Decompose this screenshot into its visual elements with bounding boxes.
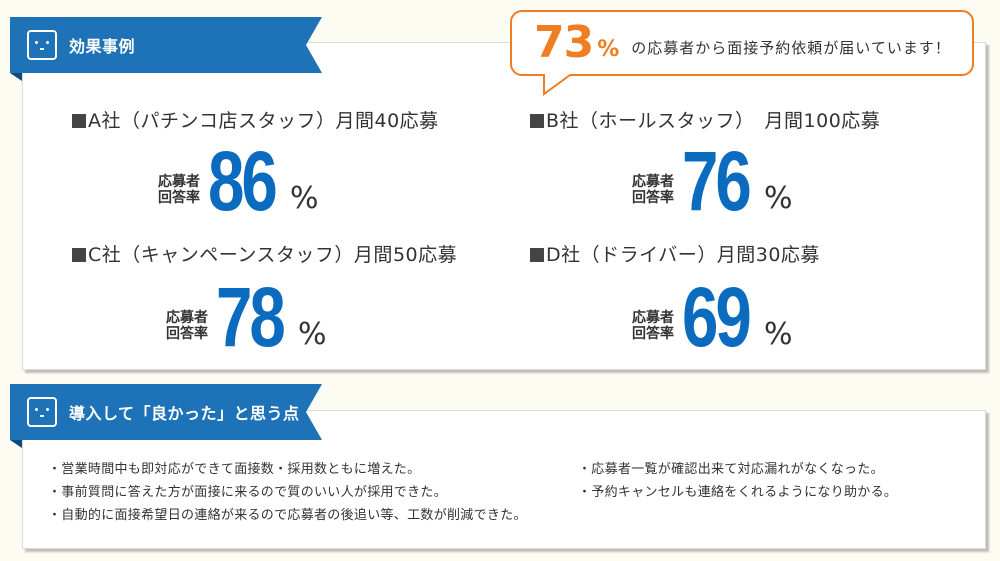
case-c-title: C社（キャンペーンスタッフ）月間50応募 — [72, 240, 457, 267]
rate-unit: % — [764, 181, 793, 216]
square-bullet-icon — [72, 114, 86, 128]
ribbon-fold — [10, 73, 22, 81]
callout-number: 73 — [534, 17, 594, 68]
results-section-header: 効果事例 — [10, 17, 322, 73]
case-a-rate: 応募者 回答率 86 % — [158, 134, 319, 228]
callout-bubble: 73 % の応募者から面接予約依頼が届いています！ — [510, 10, 974, 76]
case-b-title: B社（ホールスタッフ） 月間100応募 — [530, 106, 880, 133]
good-points-list-right: ・応募者一覧が確認出来て対応漏れがなくなった。 ・予約キャンセルも連絡をくれるよ… — [578, 458, 897, 504]
face-icon — [27, 30, 57, 60]
rate-label: 応募者 回答率 — [632, 174, 674, 206]
rate-unit: % — [290, 181, 319, 216]
rate-label: 応募者 回答率 — [166, 310, 208, 342]
list-item: ・予約キャンセルも連絡をくれるようになり助かる。 — [578, 485, 898, 500]
square-bullet-icon — [530, 114, 544, 128]
rate-unit: % — [298, 317, 327, 352]
square-bullet-icon — [72, 248, 86, 262]
rate-label: 応募者 回答率 — [632, 310, 674, 342]
case-b-rate: 応募者 回答率 76 % — [632, 134, 793, 228]
rate-value: 86 — [208, 134, 278, 228]
results-panel — [22, 42, 986, 370]
list-item: ・応募者一覧が確認出来て対応漏れがなくなった。 — [578, 462, 884, 477]
callout-unit: % — [597, 36, 620, 62]
rate-label: 応募者 回答率 — [158, 174, 200, 206]
callout-text: の応募者から面接予約依頼が届いています！ — [631, 38, 951, 57]
results-section-title: 効果事例 — [69, 37, 136, 56]
list-item: ・自動的に面接希望日の連絡が来るので応募者の後追い等、工数が削減できた。 — [48, 508, 527, 523]
rate-unit: % — [764, 317, 793, 352]
list-item: ・営業時間中も即対応ができて面接数・採用数ともに増えた。 — [48, 462, 421, 477]
rate-value: 76 — [682, 134, 752, 228]
case-d-title: D社（ドライバー）月間30応募 — [530, 240, 820, 267]
rate-value: 69 — [682, 270, 752, 364]
good-points-list-left: ・営業時間中も即対応ができて面接数・採用数ともに増えた。 ・事前質問に答えた方が… — [48, 458, 527, 527]
good-points-section-title: 導入して「良かった」と思う点 — [69, 404, 300, 423]
rate-value: 78 — [216, 270, 286, 364]
case-a-title: A社（パチンコ店スタッフ）月間40応募 — [72, 106, 439, 133]
case-d-rate: 応募者 回答率 69 % — [632, 270, 793, 364]
face-icon — [27, 397, 57, 427]
ribbon-fold — [10, 440, 22, 448]
list-item: ・事前質問に答えた方が面接に来るので質のいい人が採用できた。 — [48, 485, 448, 500]
case-c-rate: 応募者 回答率 78 % — [166, 270, 327, 364]
callout-tail — [543, 74, 571, 96]
good-points-section-header: 導入して「良かった」と思う点 — [10, 384, 322, 440]
square-bullet-icon — [530, 248, 544, 262]
